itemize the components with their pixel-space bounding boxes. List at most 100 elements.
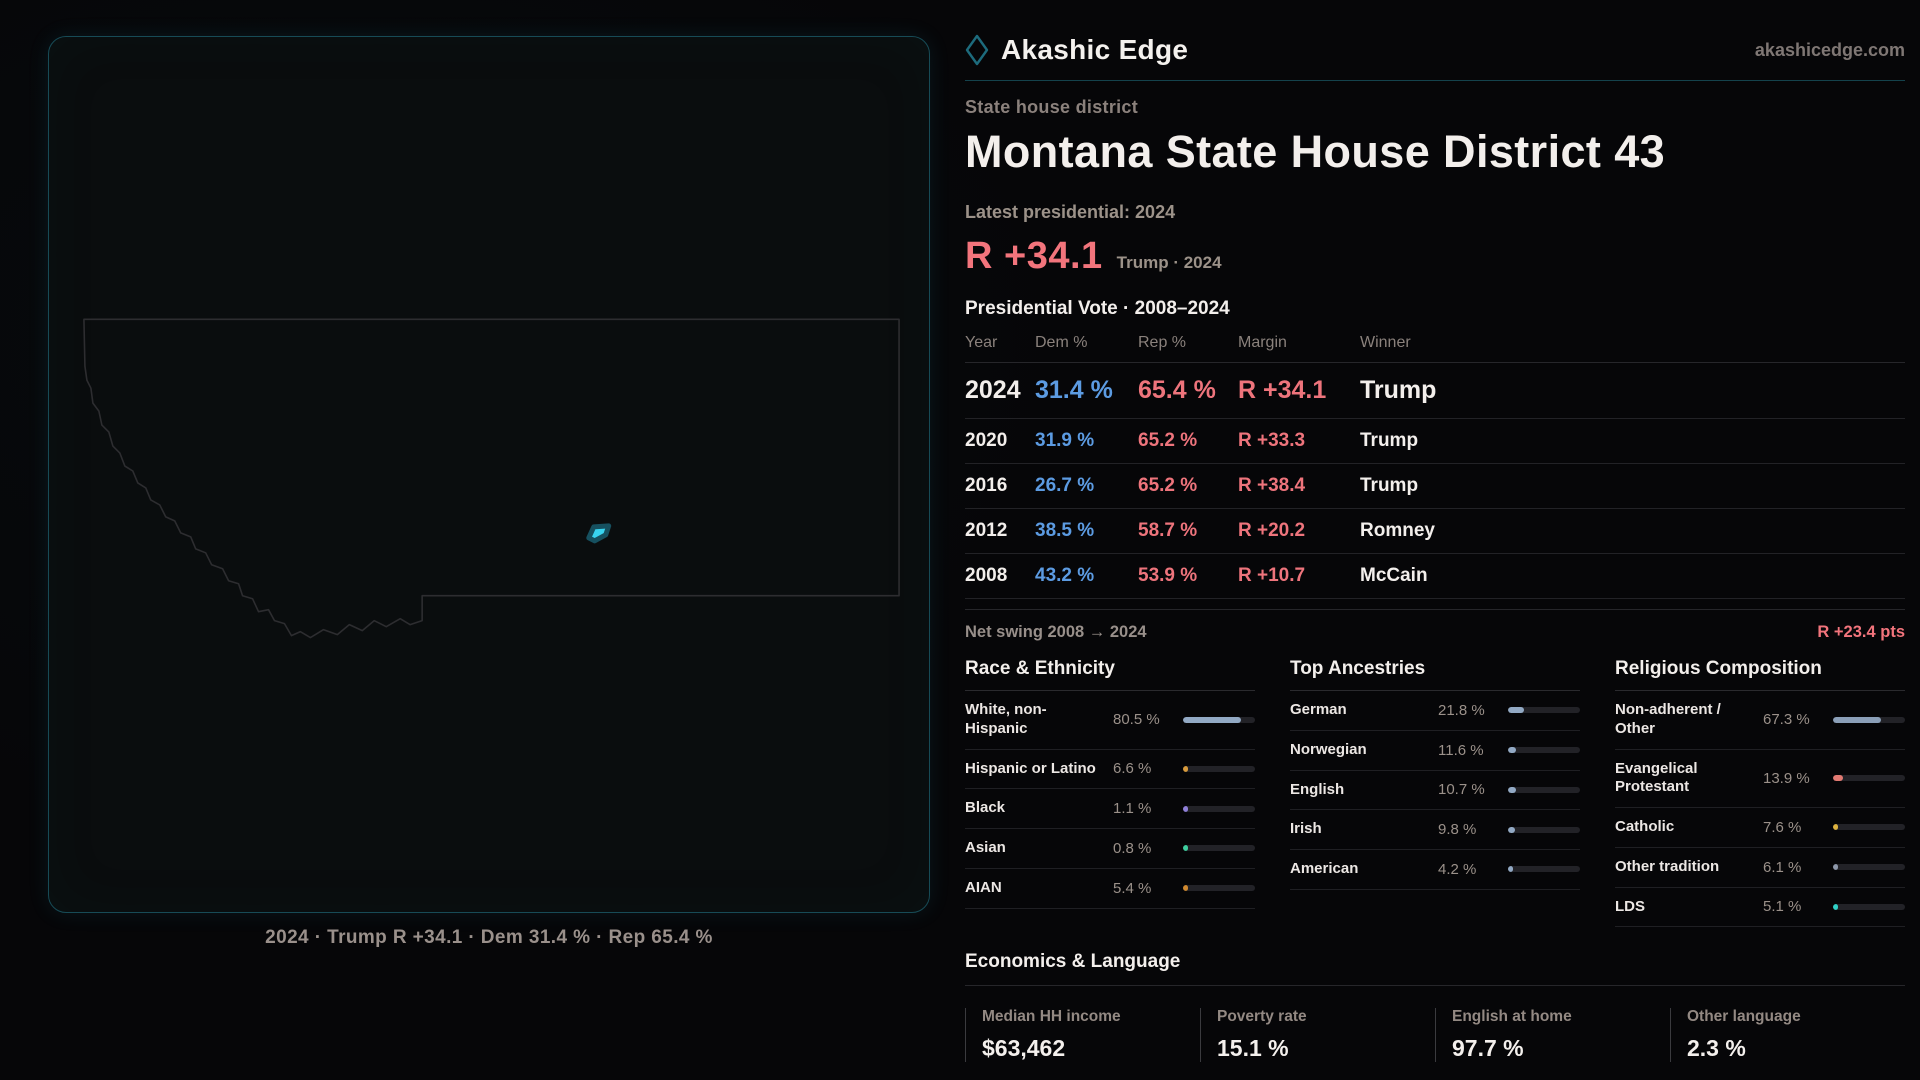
demo-bar-fill [1833,903,1838,910]
vote-cell-rep: 65.2 % [1138,475,1198,496]
demo-row-evangelical-protestant: Evangelical Protestant 13.9 % [1615,750,1905,808]
vote-row-2020: 2020 31.9 % 65.2 % R +33.3 Trump [965,419,1905,464]
vote-row-2012: 2012 38.5 % 58.7 % R +20.2 Romney [965,509,1905,554]
demo-row-norwegian: Norwegian 11.6 % [1290,731,1580,771]
stat-value: $63,462 [982,1035,1066,1062]
demo-row-english: English 10.7 % [1290,771,1580,811]
latest-margin-detail: Trump · 2024 [1116,253,1222,272]
demo-row-lds: LDS 5.1 % [1615,888,1905,928]
vote-cell-margin: R +10.7 [1238,565,1306,586]
demo-bar-track [1508,747,1580,754]
demo-group-title: Top Ancestries [1290,658,1580,691]
district-marker [586,523,612,544]
demo-label: Other tradition [1615,857,1720,875]
demo-bar-fill [1508,866,1513,873]
stat-label: Other language [1687,1008,1801,1026]
col-dem: Dem % [1035,334,1088,351]
net-swing-row: Net swing 2008 → 2024 R +23.4 pts [965,609,1905,642]
vote-cell-rep: 58.7 % [1138,520,1198,541]
header-bar: Akashic Edge akashicedge.com [965,30,1905,70]
vote-cell-rep: 53.9 % [1138,565,1198,586]
demo-bar-track [1183,716,1255,723]
col-year: Year [965,334,998,351]
demo-row-hispanic-or-latino: Hispanic or Latino 6.6 % [965,750,1255,790]
stat-label: Median HH income [982,1008,1121,1026]
vote-cell-winner: Trump [1360,376,1437,404]
demo-value: 5.1 % [1763,898,1802,916]
vote-table-header: Year Dem % Rep % Margin Winner [965,334,1905,363]
vote-table-title: Presidential Vote · 2008–2024 [965,298,1230,319]
demo-row-german: German 21.8 % [1290,691,1580,731]
demo-bar-fill [1183,765,1188,772]
demo-bar-track [1833,716,1905,723]
vote-table: Year Dem % Rep % Margin Winner 2024 31.4 … [965,334,1905,599]
demo-label: Non-adherent / Other [1615,701,1721,737]
demo-row-american: American 4.2 % [1290,850,1580,890]
demo-bar-track [1183,805,1255,812]
stat-label: English at home [1452,1008,1572,1026]
demo-bar-track [1183,765,1255,772]
demo-label: Catholic [1615,818,1675,835]
demo-bar-fill [1508,707,1524,714]
vote-cell-rep: 65.2 % [1138,430,1198,451]
demo-label: German [1290,701,1347,718]
stat-poverty-rate: Poverty rate 15.1 % [1200,1008,1435,1063]
demo-value: 0.8 % [1113,839,1152,857]
demo-value: 13.9 % [1763,769,1810,787]
demo-bar-fill [1833,716,1882,723]
demo-value: 6.1 % [1763,858,1802,876]
site-link[interactable]: akashicedge.com [1754,39,1905,60]
demo-bar-track [1833,903,1905,910]
demo-bar-fill [1183,845,1188,852]
stat-median-hh-income: Median HH income $63,462 [965,1008,1200,1063]
stat-value: 97.7 % [1452,1035,1524,1062]
demo-bar-fill [1508,786,1516,793]
map-caption: 2024 · Trump R +34.1 · Dem 31.4 % · Rep … [265,927,713,948]
demo-group-race-ethnicity: Race & Ethnicity White, non-Hispanic 80.5 … [965,658,1255,909]
demo-bar-track [1508,786,1580,793]
demo-value: 21.8 % [1438,701,1485,719]
demo-bar-fill [1833,864,1838,871]
vote-cell-dem: 31.9 % [1035,430,1095,451]
diamond-icon [965,34,989,66]
demo-group-top-ancestries: Top Ancestries German 21.8 % Norwegian 11.6 … [1290,658,1580,890]
content-panel: Akashic Edge akashicedge.com State house… [965,30,1905,1080]
latest-margin-value: R +34.1 [965,235,1103,277]
vote-cell-rep: 65.4 % [1138,376,1216,404]
demo-value: 67.3 % [1763,711,1810,729]
demo-bar-fill [1183,885,1188,892]
stat-label: Poverty rate [1217,1008,1307,1026]
net-swing-label: Net swing 2008 → 2024 [965,623,1147,641]
demo-value: 1.1 % [1113,800,1152,818]
vote-cell-margin: R +38.4 [1238,475,1306,496]
demo-bar-fill [1183,716,1241,723]
montana-outline [83,318,900,639]
col-winner: Winner [1360,334,1411,351]
demo-row-non-adherent-other: Non-adherent / Other 67.3 % [1615,691,1905,750]
demo-row-irish: Irish 9.8 % [1290,810,1580,850]
demo-value: 9.8 % [1438,821,1477,839]
demo-row-aian: AIAN 5.4 % [965,869,1255,909]
demo-bar-track [1183,845,1255,852]
demo-label: Norwegian [1290,740,1367,758]
vote-cell-winner: Trump [1360,430,1419,451]
demo-group-religious-composition: Religious Composition Non-adherent / Othe… [1615,658,1905,928]
vote-cell-winner: Romney [1360,520,1435,541]
demo-group-title: Religious Composition [1615,658,1905,691]
demo-label: White, non-Hispanic [965,701,1047,737]
demo-value: 10.7 % [1438,781,1485,799]
latest-presidential-label: Latest presidential: 2024 [965,202,1176,222]
col-margin: Margin [1238,334,1287,351]
stat-other-language: Other language 2.3 % [1670,1008,1905,1063]
demo-bar-fill [1183,805,1188,812]
page-title: Montana State House District 43 [965,126,1666,177]
demo-row-black: Black 1.1 % [965,789,1255,829]
vote-cell-year: 2012 [965,520,1008,541]
demo-bar-track [1508,707,1580,714]
header-divider [965,80,1905,81]
vote-cell-margin: R +33.3 [1238,430,1306,451]
vote-cell-year: 2016 [965,475,1008,496]
col-rep: Rep % [1138,334,1187,351]
demo-value: 5.4 % [1113,879,1152,897]
